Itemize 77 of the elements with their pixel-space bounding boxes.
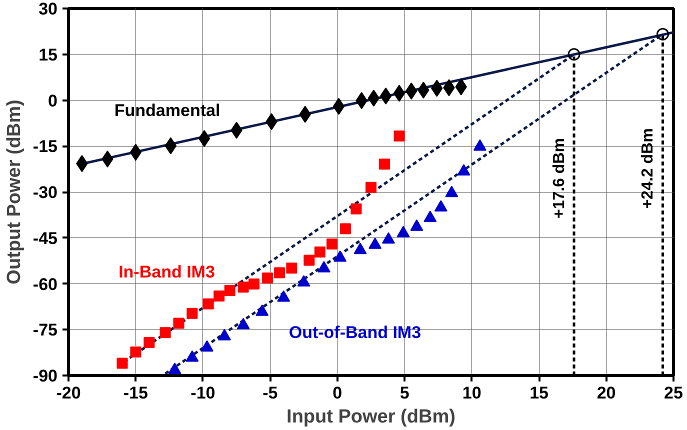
point bbox=[248, 278, 260, 290]
y-tick-label: 15 bbox=[38, 45, 58, 64]
point bbox=[256, 304, 269, 316]
point bbox=[568, 48, 580, 61]
point bbox=[186, 350, 199, 362]
point bbox=[368, 90, 380, 107]
point bbox=[202, 298, 214, 310]
point bbox=[173, 318, 184, 329]
point bbox=[238, 282, 249, 293]
point bbox=[218, 328, 231, 340]
point bbox=[116, 358, 128, 369]
x-tick-label: 10 bbox=[462, 384, 482, 402]
y-tick-label: -45 bbox=[32, 228, 58, 248]
point bbox=[410, 219, 424, 231]
point bbox=[304, 254, 315, 266]
y-tick-label: -15 bbox=[32, 137, 58, 156]
point bbox=[274, 267, 286, 278]
y-tick-label: -75 bbox=[32, 320, 58, 340]
point bbox=[394, 130, 405, 142]
point bbox=[457, 164, 470, 176]
y-tick-label: -90 bbox=[32, 366, 58, 386]
point bbox=[297, 275, 310, 286]
x-axis-title: Input Power (dBm) bbox=[286, 406, 456, 428]
point bbox=[434, 200, 448, 212]
series-label: In-Band IM3 bbox=[118, 262, 215, 282]
point bbox=[317, 261, 330, 272]
y-tick-label: 30 bbox=[38, 0, 58, 18]
ref-line-label: +24.2 dBm bbox=[640, 128, 657, 209]
x-tick-label: -5 bbox=[262, 384, 278, 402]
point bbox=[378, 158, 390, 170]
x-tick-label: -15 bbox=[123, 384, 148, 402]
x-tick-label: -10 bbox=[190, 384, 216, 402]
point bbox=[262, 272, 273, 284]
point bbox=[200, 340, 214, 352]
x-tick-label: 15 bbox=[530, 384, 549, 402]
point bbox=[340, 223, 351, 234]
point bbox=[656, 28, 669, 40]
x-tick-label: -20 bbox=[56, 384, 81, 402]
point bbox=[198, 130, 210, 147]
point bbox=[326, 238, 338, 250]
point bbox=[445, 186, 458, 198]
point bbox=[366, 182, 376, 193]
point bbox=[224, 284, 236, 296]
point bbox=[396, 226, 410, 238]
series-label: Out-of-Band IM3 bbox=[288, 322, 422, 342]
point bbox=[473, 139, 486, 151]
point bbox=[168, 362, 182, 374]
y-tick-label: -30 bbox=[32, 183, 58, 202]
y-tick-label: -60 bbox=[32, 274, 58, 294]
point bbox=[160, 327, 171, 338]
y-axis-title: Output Power (dBm) bbox=[4, 100, 25, 284]
point bbox=[130, 346, 142, 358]
point bbox=[368, 237, 382, 249]
point bbox=[236, 318, 250, 330]
point bbox=[164, 137, 177, 154]
x-tick-label: 0 bbox=[332, 384, 342, 402]
x-tick-label: 25 bbox=[664, 384, 683, 402]
point bbox=[380, 87, 392, 104]
point bbox=[186, 308, 198, 319]
point bbox=[334, 250, 347, 262]
series-label: Fundamental bbox=[114, 100, 220, 120]
point bbox=[350, 203, 362, 214]
x-tick-label: 20 bbox=[596, 384, 616, 402]
point bbox=[144, 336, 155, 348]
ref-line-label: +17.6 dBm bbox=[551, 138, 568, 219]
point bbox=[214, 290, 225, 302]
point bbox=[393, 84, 406, 102]
point bbox=[354, 242, 367, 254]
x-tick-label: 5 bbox=[400, 384, 410, 402]
point bbox=[314, 246, 326, 258]
point bbox=[424, 210, 437, 222]
point bbox=[130, 144, 142, 161]
y-tick-label: 0 bbox=[48, 91, 58, 110]
point bbox=[332, 98, 345, 115]
point bbox=[286, 262, 298, 274]
point bbox=[382, 232, 395, 244]
point bbox=[277, 290, 290, 302]
